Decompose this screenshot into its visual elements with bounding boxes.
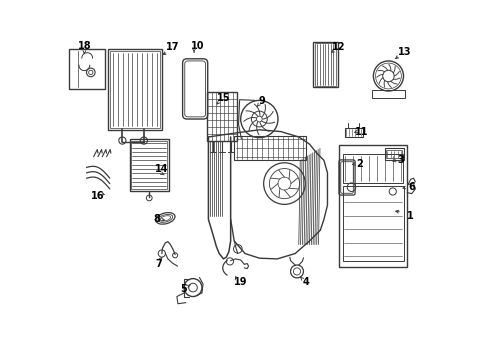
- Bar: [313, 41, 338, 87]
- Bar: [315, 43, 336, 86]
- Bar: [131, 140, 167, 189]
- Text: 16: 16: [91, 191, 105, 201]
- Text: 13: 13: [398, 46, 411, 57]
- Text: 17: 17: [166, 42, 179, 52]
- Text: 8: 8: [154, 215, 161, 224]
- Bar: [207, 92, 237, 140]
- Text: 18: 18: [77, 41, 91, 50]
- Text: 19: 19: [234, 277, 247, 287]
- Bar: [108, 49, 162, 130]
- Bar: [385, 148, 403, 160]
- Bar: [343, 186, 403, 261]
- Bar: [110, 51, 160, 128]
- Bar: [129, 139, 169, 191]
- Bar: [234, 136, 306, 160]
- Bar: [344, 128, 363, 137]
- Bar: [69, 49, 105, 89]
- Text: 14: 14: [155, 164, 169, 174]
- Text: 5: 5: [181, 284, 187, 294]
- Text: 9: 9: [259, 96, 266, 106]
- Bar: [371, 90, 405, 98]
- Text: 7: 7: [155, 259, 162, 269]
- Text: 12: 12: [332, 42, 346, 52]
- Text: 6: 6: [408, 182, 415, 192]
- Text: 1: 1: [407, 211, 414, 221]
- Text: 11: 11: [355, 127, 368, 136]
- Text: 10: 10: [191, 41, 204, 50]
- Text: 2: 2: [356, 159, 363, 169]
- Text: 15: 15: [217, 93, 230, 103]
- Bar: [339, 145, 407, 267]
- Bar: [386, 150, 402, 158]
- Bar: [343, 154, 403, 183]
- Text: 3: 3: [397, 155, 404, 165]
- Text: 4: 4: [303, 277, 309, 287]
